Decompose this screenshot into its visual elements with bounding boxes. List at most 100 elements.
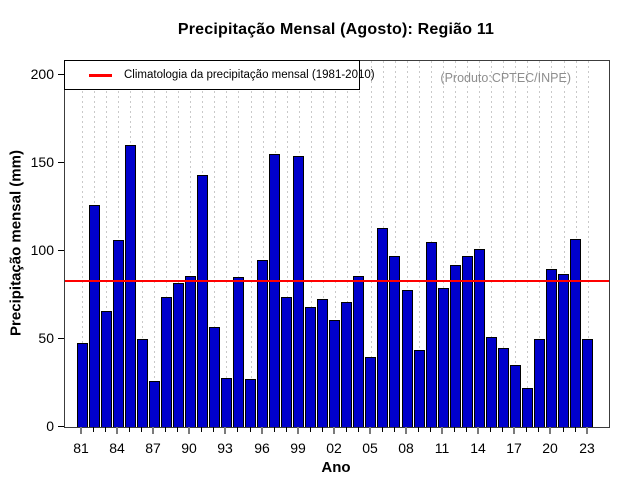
gridline — [527, 61, 528, 427]
gridline — [564, 61, 565, 427]
x-axis-tick — [346, 427, 347, 432]
x-axis-major-tick — [549, 427, 551, 434]
x-axis-tick — [237, 427, 238, 432]
x-axis-major-tick — [477, 427, 479, 434]
x-axis-tick — [358, 427, 359, 432]
plot-area: Climatologia da precipitação mensal (198… — [64, 60, 610, 428]
gridline — [588, 61, 589, 427]
x-axis-tick — [382, 427, 383, 432]
y-axis-tick — [58, 338, 64, 339]
x-axis-tick — [310, 427, 311, 432]
y-axis-tick — [58, 250, 64, 251]
legend: Climatologia da precipitação mensal (198… — [64, 60, 375, 90]
y-tick-label: 0 — [46, 418, 54, 434]
bar-02 — [329, 320, 340, 427]
x-axis-major-tick — [586, 427, 588, 434]
climatology-line — [65, 280, 609, 282]
gridline — [515, 61, 516, 427]
bar-21 — [558, 274, 569, 427]
x-axis-tick — [526, 427, 527, 432]
gridline — [323, 61, 324, 427]
y-axis-tick — [58, 74, 64, 75]
x-axis-tick — [394, 427, 395, 432]
x-tick-label: 84 — [109, 440, 125, 456]
bar-00 — [305, 307, 316, 427]
gridline — [166, 61, 167, 427]
gridline — [335, 61, 336, 427]
bar-92 — [209, 327, 220, 427]
x-axis-tick — [93, 427, 94, 432]
bar-84 — [113, 240, 124, 427]
bar-96 — [257, 260, 268, 427]
y-axis-tick — [58, 162, 64, 163]
x-tick-label: 99 — [290, 440, 306, 456]
x-axis-major-tick — [80, 427, 82, 434]
bar-82 — [89, 205, 100, 427]
bar-03 — [341, 302, 352, 427]
gridline — [178, 61, 179, 427]
gridline — [419, 61, 420, 427]
x-axis-tick — [563, 427, 564, 432]
x-tick-label: 96 — [254, 440, 270, 456]
y-tick-label: 200 — [30, 66, 54, 82]
bar-17 — [510, 365, 521, 427]
bar-23 — [582, 339, 593, 427]
y-tick-label: 100 — [30, 242, 54, 258]
bar-90 — [185, 276, 196, 427]
x-axis-tick — [274, 427, 275, 432]
bar-16 — [498, 348, 509, 427]
x-tick-label: 14 — [470, 440, 486, 456]
y-tick-label: 50 — [38, 330, 54, 346]
bar-15 — [486, 337, 497, 427]
gridline — [263, 61, 264, 427]
gridline — [407, 61, 408, 427]
x-axis-tick — [466, 427, 467, 432]
bar-12 — [450, 265, 461, 427]
x-axis-major-tick — [333, 427, 335, 434]
bar-20 — [546, 269, 557, 427]
x-axis-tick — [213, 427, 214, 432]
gridline — [467, 61, 468, 427]
bar-87 — [149, 381, 160, 427]
x-axis-tick — [490, 427, 491, 432]
gridline — [238, 61, 239, 427]
gridline — [539, 61, 540, 427]
bar-10 — [426, 242, 437, 427]
gridline — [190, 61, 191, 427]
y-axis-tick — [58, 426, 64, 427]
bar-09 — [414, 350, 425, 427]
bar-99 — [293, 156, 304, 427]
climatology-line-sample — [89, 73, 112, 77]
x-tick-label: 20 — [542, 440, 558, 456]
bar-01 — [317, 299, 328, 427]
x-tick-label: 93 — [217, 440, 233, 456]
x-axis-major-tick — [405, 427, 407, 434]
x-tick-label: 05 — [362, 440, 378, 456]
bar-13 — [462, 256, 473, 427]
gridline — [491, 61, 492, 427]
bar-22 — [570, 239, 581, 427]
x-axis-tick — [141, 427, 142, 432]
x-axis-tick — [575, 427, 576, 432]
bar-88 — [161, 297, 172, 427]
gridline — [455, 61, 456, 427]
x-axis-major-tick — [369, 427, 371, 434]
source-annotation: (Produto:CPTEC/INPE) — [440, 71, 571, 85]
x-axis-major-tick — [297, 427, 299, 434]
x-tick-label: 23 — [579, 440, 595, 456]
x-axis-tick — [201, 427, 202, 432]
x-axis-tick — [322, 427, 323, 432]
x-axis-tick — [250, 427, 251, 432]
gridline — [443, 61, 444, 427]
gridline — [551, 61, 552, 427]
legend-label: Climatologia da precipitação mensal (198… — [124, 69, 375, 81]
gridline — [251, 61, 252, 427]
x-axis-major-tick — [152, 427, 154, 434]
x-axis-major-tick — [513, 427, 515, 434]
x-tick-label: 90 — [181, 440, 197, 456]
x-axis-major-tick — [441, 427, 443, 434]
x-axis-major-tick — [116, 427, 118, 434]
x-axis-tick — [105, 427, 106, 432]
bar-98 — [281, 297, 292, 427]
bar-83 — [101, 311, 112, 427]
